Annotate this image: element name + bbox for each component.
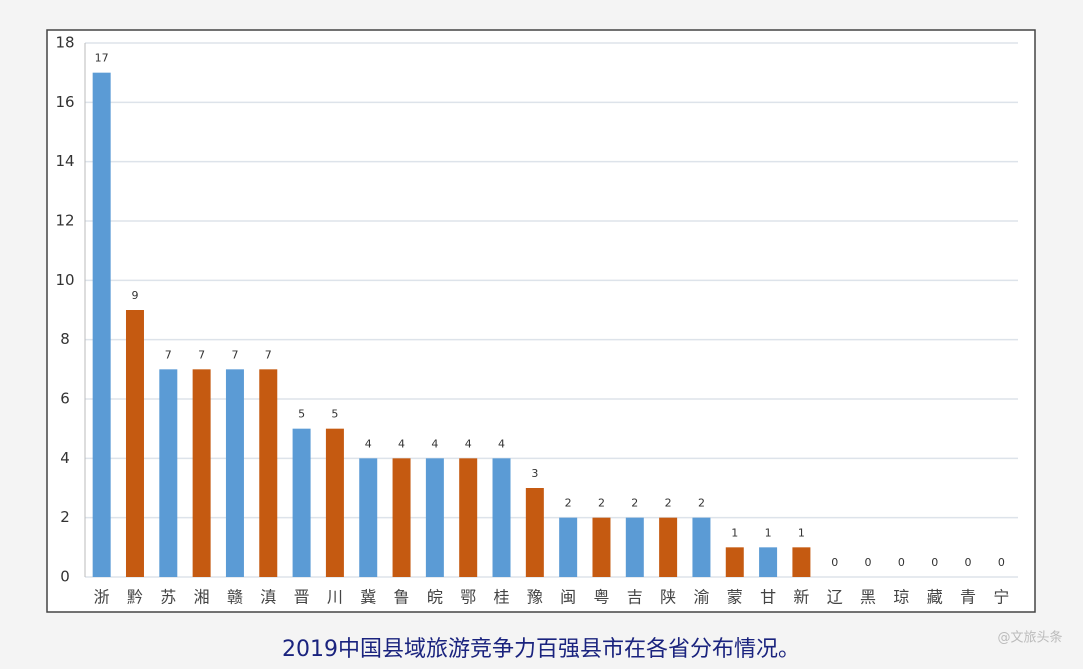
value-label: 2 <box>698 497 705 510</box>
y-tick-label: 18 <box>55 34 74 52</box>
bar <box>559 517 578 577</box>
y-tick-label: 2 <box>60 508 70 526</box>
bar <box>659 517 678 577</box>
y-tick-label: 4 <box>60 449 70 467</box>
value-label: 4 <box>465 437 472 450</box>
x-tick-label: 赣 <box>227 588 243 607</box>
value-label: 3 <box>531 467 538 480</box>
value-label: 9 <box>131 289 138 302</box>
value-label: 4 <box>498 437 505 450</box>
bar <box>425 458 444 577</box>
watermark: @文旅头条 <box>997 630 1062 646</box>
x-tick-label: 豫 <box>527 588 543 607</box>
x-tick-label: 甘 <box>760 588 776 607</box>
x-tick-label: 川 <box>327 588 343 607</box>
x-tick-label: 陕 <box>660 588 676 607</box>
value-label: 4 <box>398 437 405 450</box>
value-label: 1 <box>765 526 772 539</box>
x-tick-label: 蒙 <box>727 588 743 607</box>
value-label: 0 <box>831 556 838 569</box>
y-tick-label: 8 <box>60 330 70 348</box>
value-label: 0 <box>998 556 1005 569</box>
bar <box>125 310 144 577</box>
value-label: 1 <box>798 526 805 539</box>
x-tick-label: 浙 <box>94 588 110 607</box>
y-tick-label: 0 <box>60 568 70 586</box>
x-tick-label: 藏 <box>927 588 943 607</box>
bar <box>259 369 278 577</box>
y-tick-label: 14 <box>55 152 74 170</box>
value-label: 2 <box>565 497 572 510</box>
value-label: 4 <box>431 437 438 450</box>
bar <box>459 458 478 577</box>
bar <box>692 517 711 577</box>
x-tick-label: 滇 <box>260 588 276 607</box>
value-label: 5 <box>331 408 338 421</box>
x-tick-label: 桂 <box>494 588 510 607</box>
bar <box>159 369 178 577</box>
bar <box>525 488 544 577</box>
x-tick-label: 吉 <box>627 588 643 607</box>
x-tick-label: 苏 <box>160 588 176 607</box>
value-label: 4 <box>365 437 372 450</box>
y-tick-label: 10 <box>55 271 74 289</box>
bar <box>625 517 644 577</box>
x-tick-label: 黔 <box>127 588 143 607</box>
bar <box>592 517 611 577</box>
x-tick-label: 粤 <box>593 588 609 607</box>
x-tick-label: 鄂 <box>460 588 476 607</box>
bar <box>225 369 244 577</box>
y-tick-label: 16 <box>55 93 74 111</box>
x-tick-label: 黑 <box>860 588 876 607</box>
bar <box>92 72 111 578</box>
value-label: 1 <box>731 526 738 539</box>
value-label: 7 <box>265 348 272 361</box>
y-tick-label: 6 <box>60 390 70 408</box>
value-label: 0 <box>965 556 972 569</box>
bar <box>725 547 744 577</box>
value-label: 17 <box>95 52 109 65</box>
bar <box>759 547 778 577</box>
bar <box>492 458 511 577</box>
x-tick-label: 冀 <box>360 588 376 607</box>
x-tick-label: 湘 <box>194 588 210 607</box>
bar <box>392 458 411 577</box>
x-tick-label: 青 <box>960 588 976 607</box>
bar <box>359 458 378 577</box>
value-label: 0 <box>865 556 872 569</box>
y-tick-label: 12 <box>55 212 74 230</box>
x-tick-label: 新 <box>793 588 809 607</box>
x-tick-label: 宁 <box>993 588 1009 607</box>
x-tick-label: 渝 <box>693 588 709 607</box>
x-tick-label: 辽 <box>827 588 843 607</box>
value-label: 0 <box>898 556 905 569</box>
bar <box>325 428 344 577</box>
value-label: 2 <box>665 497 672 510</box>
value-label: 2 <box>631 497 638 510</box>
x-tick-label: 鲁 <box>394 588 410 607</box>
x-tick-label: 闽 <box>560 588 576 607</box>
value-label: 0 <box>931 556 938 569</box>
x-tick-label: 皖 <box>427 588 443 607</box>
bar <box>192 369 211 577</box>
bar <box>292 428 311 577</box>
value-label: 7 <box>198 348 205 361</box>
value-label: 7 <box>165 348 172 361</box>
bar <box>792 547 811 577</box>
x-tick-label: 晋 <box>294 588 310 607</box>
x-tick-label: 琼 <box>893 588 909 607</box>
value-label: 2 <box>598 497 605 510</box>
value-label: 5 <box>298 408 305 421</box>
value-label: 7 <box>231 348 238 361</box>
chart-title: 2019中国县域旅游竞争力百强县市在各省分布情况。 <box>282 637 800 662</box>
